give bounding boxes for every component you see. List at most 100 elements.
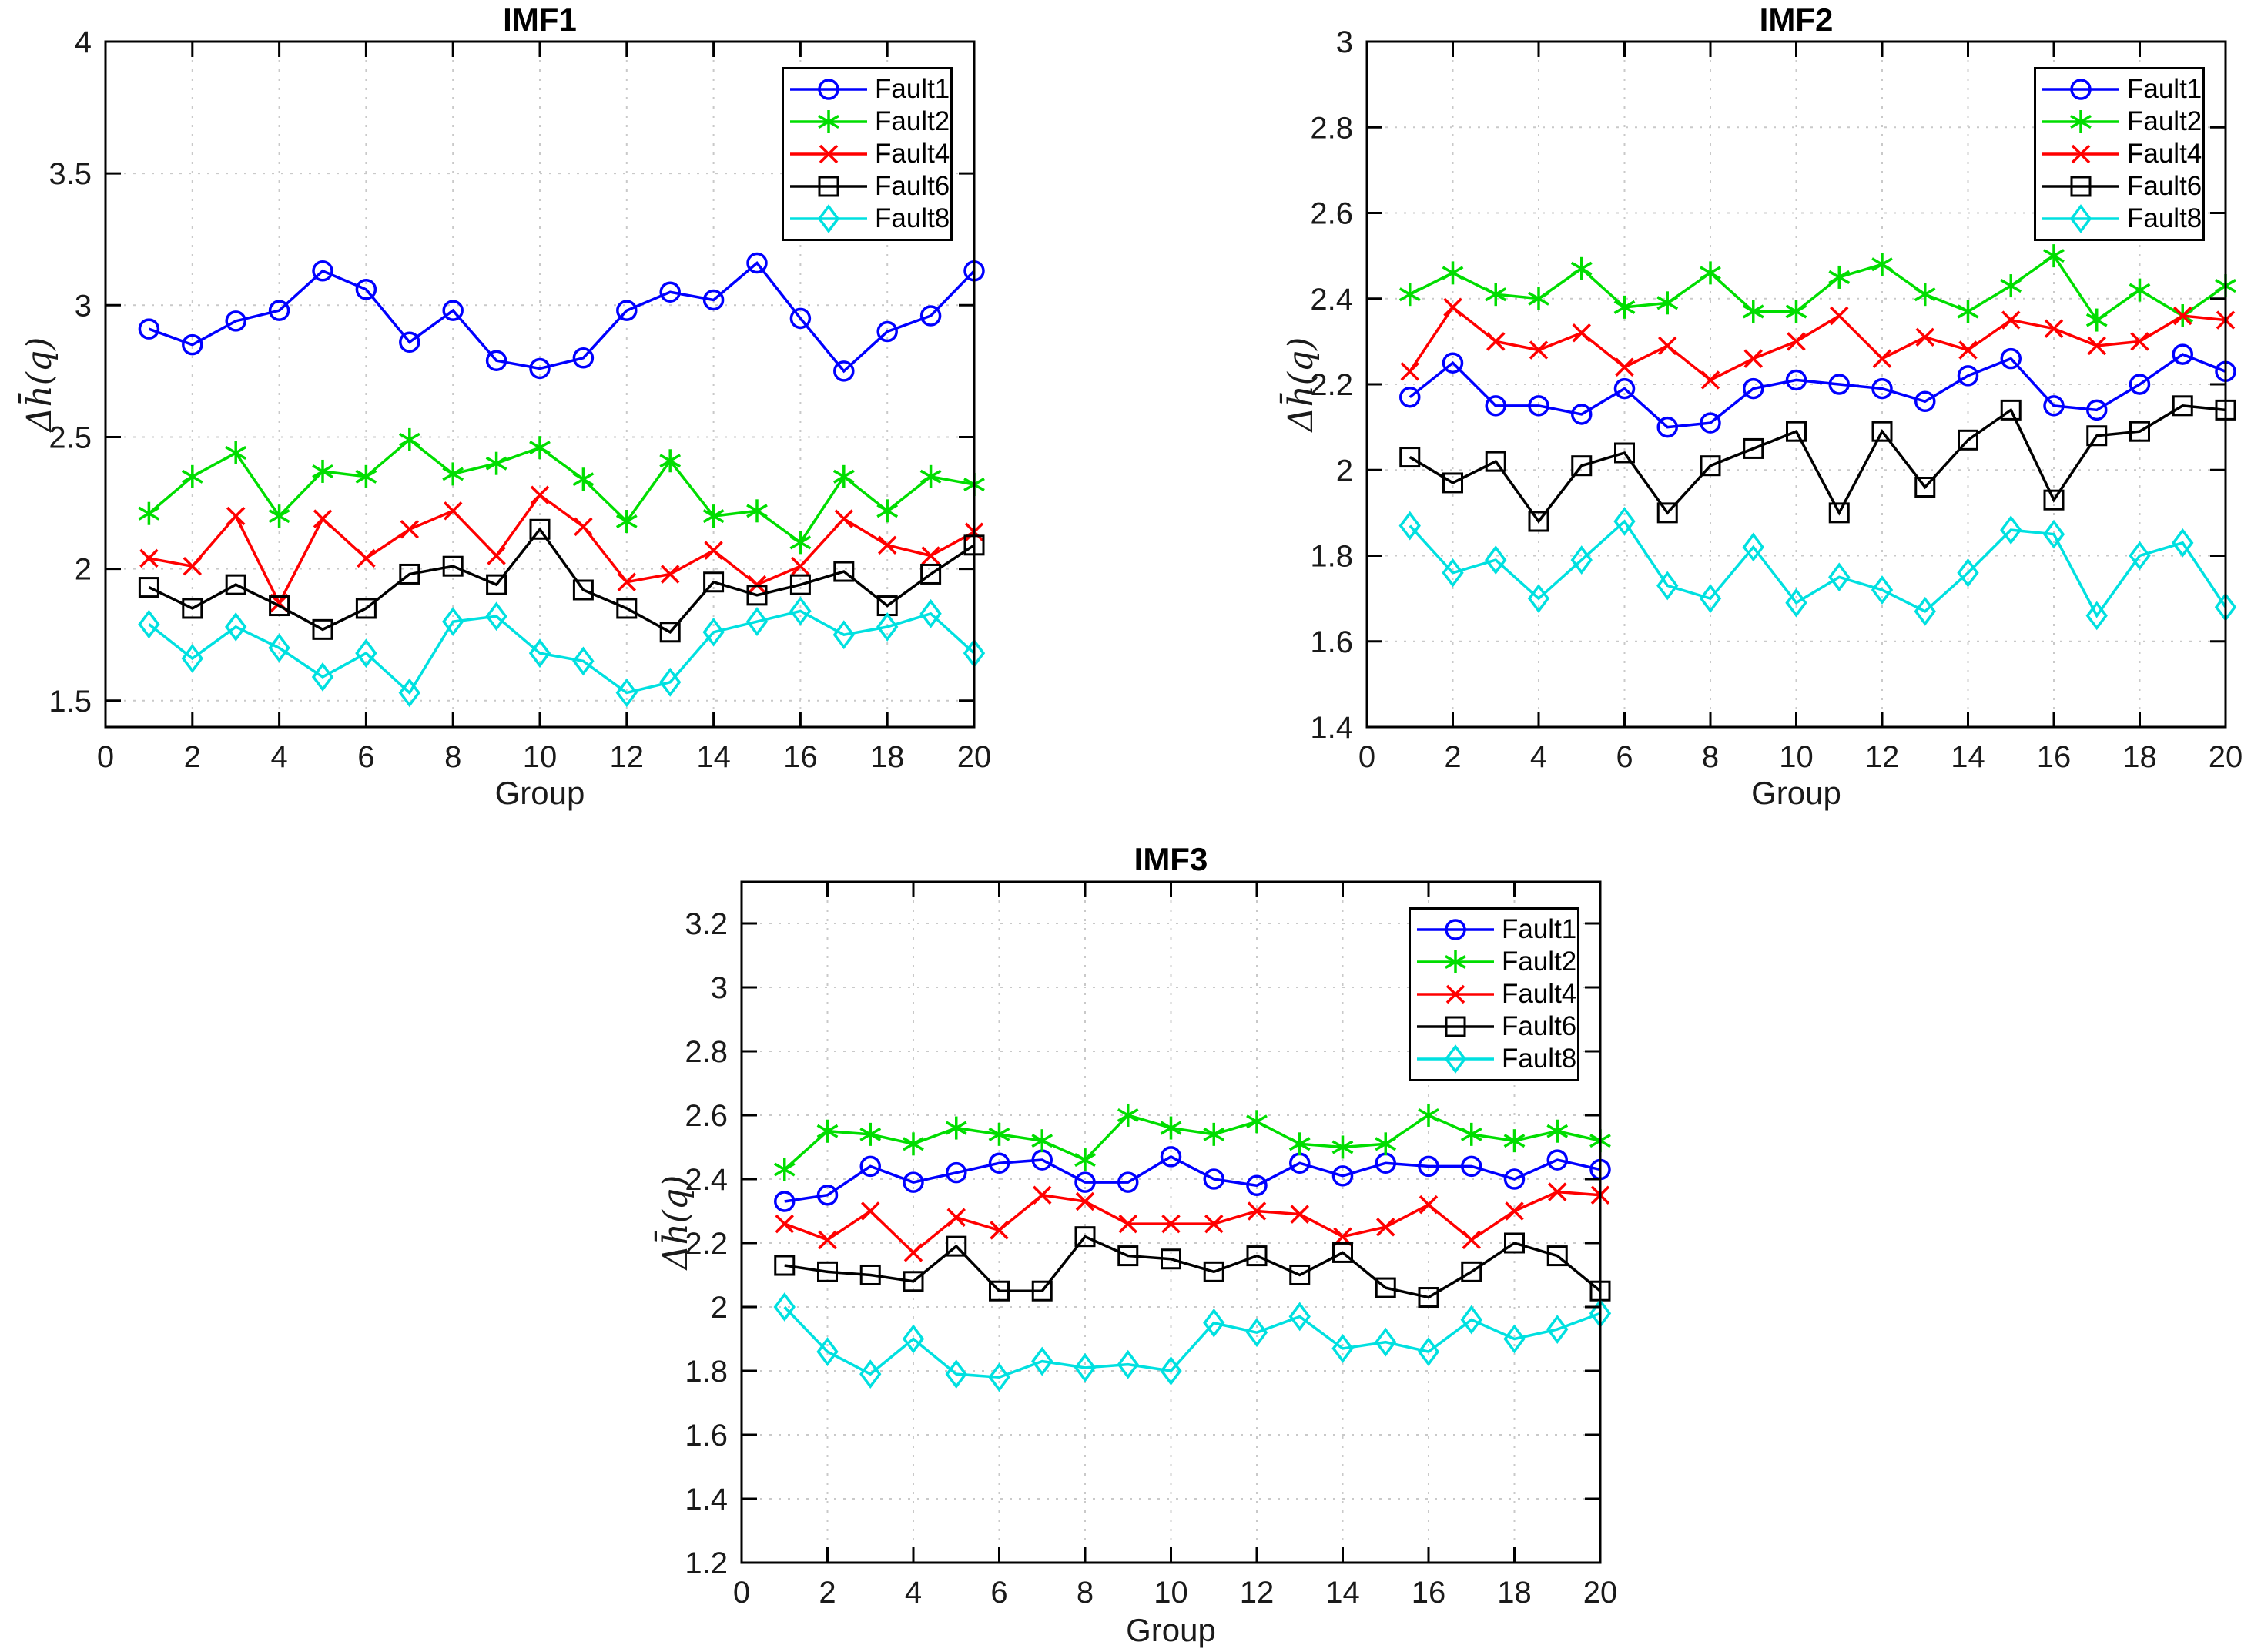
asterisk-marker-icon — [1417, 950, 1494, 973]
legend-item-fault2: Fault2 — [2036, 106, 2202, 138]
legend-label: Fault4 — [875, 139, 950, 169]
ytick-label: 2 — [1336, 454, 1353, 488]
ytick-label: 2 — [711, 1291, 728, 1325]
ytick-label: 3 — [711, 971, 728, 1005]
xtick-label: 6 — [1616, 740, 1633, 774]
xtick-label: 12 — [610, 740, 645, 774]
series-fault4 — [139, 485, 984, 613]
xtick-label: 4 — [905, 1576, 922, 1610]
legend-item-fault4: Fault4 — [784, 138, 950, 170]
legend-item-fault6: Fault6 — [784, 170, 950, 203]
circle-marker-icon — [790, 79, 867, 100]
xtick-label: 2 — [819, 1576, 836, 1610]
legend-item-fault1: Fault1 — [1411, 913, 1577, 946]
legend-label: Fault2 — [875, 106, 950, 136]
xtick-label: 16 — [1412, 1576, 1446, 1610]
ytick-label: 2.6 — [685, 1099, 728, 1133]
ytick-label: 1.5 — [49, 685, 92, 719]
chart2-legend: Fault1 Fault2 Fault4 Fault6 Fault8 — [2034, 67, 2205, 241]
ytick-label: 2.2 — [685, 1227, 728, 1261]
xtick-label: 12 — [1240, 1576, 1275, 1610]
ytick-label: 2.4 — [685, 1163, 728, 1197]
xtick-label: 10 — [1154, 1576, 1188, 1610]
xtick-label: 0 — [1358, 740, 1375, 774]
chart1-ylabel: Δh̄(q) — [20, 337, 59, 432]
ytick-label: 2.5 — [49, 421, 92, 454]
series-fault2 — [1398, 244, 2236, 332]
legend-label: Fault1 — [1502, 914, 1577, 944]
legend-label: Fault6 — [2127, 171, 2202, 201]
xtick-label: 16 — [2037, 740, 2072, 774]
legend-item-fault4: Fault4 — [1411, 978, 1577, 1010]
chart3-legend: Fault1 Fault2 Fault4 Fault6 Fault8 — [1409, 907, 1579, 1081]
series-fault4 — [775, 1182, 1610, 1262]
plot-area-imf3: 0 2 4 6 8 10 12 14 16 18 20 1.2 1.4 1.6 1.8 2 2.2 2.4 2.6 2… — [685, 880, 1617, 1610]
ytick-label: 2 — [75, 553, 92, 587]
xtick-label: 4 — [1530, 740, 1547, 774]
square-marker-icon — [1417, 1016, 1494, 1037]
xtick-label: 0 — [733, 1576, 750, 1610]
legend-item-fault2: Fault2 — [1411, 946, 1577, 978]
plot-area-imf1: 0 2 4 6 8 10 12 14 16 18 20 1.5 2 2.5 3 3.5 4 — [49, 25, 991, 774]
ytick-label: 2.2 — [1310, 368, 1353, 402]
xtick-label: 2 — [184, 740, 201, 774]
x-marker-icon — [2042, 144, 2119, 164]
xtick-label: 14 — [1951, 740, 1985, 774]
xtick-label: 18 — [1497, 1576, 1532, 1610]
x-marker-icon — [1417, 984, 1494, 1004]
chart2-xlabel: Group — [1751, 775, 1841, 811]
series-fault6 — [138, 518, 985, 643]
xtick-label: 18 — [870, 740, 905, 774]
series-fault1 — [138, 252, 985, 382]
xtick-label: 20 — [957, 740, 992, 774]
series-fault6 — [1399, 395, 2236, 532]
legend-label: Fault8 — [875, 203, 950, 233]
chart2-ylabel: Δh̄(q) — [1281, 337, 1321, 432]
xtick-label: 14 — [696, 740, 731, 774]
xtick-label: 10 — [523, 740, 558, 774]
legend-label: Fault8 — [1502, 1044, 1577, 1074]
xtick-label: 8 — [1702, 740, 1719, 774]
legend-item-fault8: Fault8 — [784, 203, 950, 235]
xtick-label: 4 — [270, 740, 287, 774]
ytick-label: 1.4 — [685, 1483, 728, 1516]
series-fault8 — [773, 1292, 1612, 1392]
chart1-title: IMF1 — [503, 2, 577, 38]
xtick-label: 2 — [1444, 740, 1461, 774]
legend-label: Fault1 — [2127, 74, 2202, 104]
diamond-marker-icon — [790, 204, 867, 233]
chart1-xlabel: Group — [494, 775, 585, 811]
chart3-xlabel: Group — [1126, 1612, 1216, 1648]
legend-label: Fault1 — [875, 74, 950, 104]
diamond-marker-icon — [1417, 1044, 1494, 1074]
legend-item-fault4: Fault4 — [2036, 138, 2202, 170]
asterisk-marker-icon — [790, 110, 867, 133]
xtick-label: 8 — [444, 740, 461, 774]
ytick-label: 2.6 — [1310, 197, 1353, 231]
ytick-label: 2.4 — [1310, 283, 1353, 317]
series-fault2 — [138, 427, 985, 555]
legend-label: Fault6 — [875, 171, 950, 201]
chart3-title: IMF3 — [1134, 841, 1208, 877]
legend-item-fault8: Fault8 — [1411, 1043, 1577, 1075]
chart3-ylabel: Δh̄(q) — [656, 1174, 695, 1270]
ytick-label: 1.2 — [685, 1546, 728, 1580]
series-fault4 — [1400, 297, 2236, 390]
legend-label: Fault2 — [2127, 106, 2202, 136]
ytick-label: 1.8 — [1310, 540, 1353, 574]
legend-item-fault8: Fault8 — [2036, 203, 2202, 235]
xtick-label: 14 — [1325, 1576, 1360, 1610]
xtick-label: 20 — [2209, 740, 2243, 774]
square-marker-icon — [790, 176, 867, 197]
xtick-label: 8 — [1077, 1576, 1094, 1610]
legend-item-fault1: Fault1 — [784, 73, 950, 106]
circle-marker-icon — [1417, 919, 1494, 940]
legend-item-fault6: Fault6 — [1411, 1010, 1577, 1043]
ytick-label: 1.6 — [685, 1419, 728, 1453]
legend-label: Fault6 — [1502, 1011, 1577, 1041]
xtick-label: 6 — [990, 1576, 1007, 1610]
circle-marker-icon — [2042, 79, 2119, 100]
legend-label: Fault4 — [2127, 139, 2202, 169]
